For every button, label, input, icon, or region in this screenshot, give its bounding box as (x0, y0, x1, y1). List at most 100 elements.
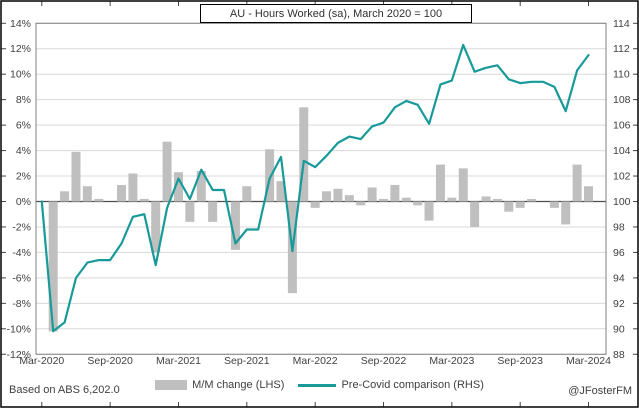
svg-text:100: 100 (613, 196, 631, 208)
plot-frame (35, 22, 607, 355)
bar-Dec-2023 (549, 201, 559, 208)
svg-text:6%: 6% (16, 120, 31, 132)
bar-Oct-2022 (390, 184, 400, 202)
svg-text:12%: 12% (10, 43, 31, 55)
svg-text:-12%: -12% (6, 349, 31, 361)
bar-Feb-2021 (162, 141, 172, 202)
bar-Jul-2022 (356, 201, 366, 206)
svg-text:110: 110 (613, 69, 630, 81)
bar-Nov-2022 (401, 197, 411, 202)
svg-text:Mar-2024: Mar-2024 (566, 355, 611, 367)
line-series-swatch (298, 383, 337, 387)
chart-title: AU - Hours Worked (sa), March 2020 = 100 (229, 7, 443, 20)
bar-Apr-2023 (458, 168, 468, 202)
svg-text:90: 90 (613, 323, 625, 335)
svg-text:-6%: -6% (12, 272, 31, 284)
bar-Mar-2022 (310, 201, 320, 208)
bar-May-2022 (333, 188, 343, 202)
bar-Aug-2023 (504, 201, 514, 212)
svg-text:2%: 2% (16, 171, 31, 183)
bar-Jun-2021 (208, 201, 218, 222)
svg-text:0%: 0% (16, 196, 31, 208)
left-axis-labels: 14% 12% 10% 8% 6% 4% 2% 0% -2% -4% -6% -8% -10% -12% (6, 18, 31, 361)
svg-text:88: 88 (613, 349, 625, 361)
svg-text:98: 98 (613, 221, 625, 233)
right-axis-labels: 114 112 110 108 106 104 102 100 98 96 94 92 90 88 (613, 18, 631, 361)
svg-text:10%: 10% (10, 69, 31, 81)
bar-Jul-2023 (492, 198, 502, 202)
bar-Sep-2022 (379, 198, 388, 202)
bar-Jan-2024 (561, 201, 571, 225)
source-note: Based on ABS 6,202.0 (9, 384, 120, 396)
chart-title-box: AU - Hours Worked (sa), March 2020 = 100 (200, 4, 472, 23)
bar-Sep-2021 (242, 186, 252, 202)
bar-May-2023 (470, 201, 480, 227)
svg-text:114: 114 (613, 18, 630, 30)
bar-Jun-2022 (344, 195, 354, 202)
bar-Apr-2021 (185, 201, 195, 222)
svg-text:Sep-2022: Sep-2022 (361, 355, 407, 367)
bar-Dec-2022 (413, 201, 423, 206)
bar-Mar-2023 (447, 197, 457, 202)
bar-Dec-2020 (139, 198, 149, 202)
bar-Feb-2023 (435, 164, 445, 202)
bar-Aug-2022 (367, 187, 377, 202)
svg-text:Mar-2021: Mar-2021 (156, 355, 201, 367)
bar-Apr-2022 (322, 191, 332, 202)
chart-legend: M/M change (LHS) Pre-Covid comparison (R… (0, 377, 639, 393)
svg-text:104: 104 (613, 145, 631, 157)
line-series-pre-covid (40, 43, 590, 333)
author-credit: @JFosterFM (568, 385, 632, 397)
svg-text:Sep-2021: Sep-2021 (224, 355, 270, 367)
svg-text:112: 112 (613, 43, 630, 55)
bar-Feb-2022 (299, 107, 309, 202)
bar-Jun-2020 (71, 151, 81, 202)
svg-text:94: 94 (613, 272, 625, 284)
svg-text:Mar-2022: Mar-2022 (293, 355, 338, 367)
bar-series-swatch (155, 380, 188, 390)
svg-text:4%: 4% (16, 145, 31, 157)
svg-text:Sep-2023: Sep-2023 (497, 355, 543, 367)
bar-Jan-2021 (151, 201, 161, 253)
svg-text:106: 106 (613, 120, 631, 132)
svg-text:14%: 14% (10, 18, 31, 30)
x-axis-labels: Mar-2020 Sep-2020 Mar-2021 Sep-2021 Mar-2022… (19, 355, 611, 367)
svg-text:-2%: -2% (12, 221, 31, 233)
legend-label-mm-change: M/M change (LHS) (192, 379, 285, 391)
bar-Apr-2020 (48, 201, 58, 332)
svg-text:-10%: -10% (6, 323, 31, 335)
svg-text:102: 102 (613, 171, 631, 183)
svg-text:8%: 8% (16, 94, 31, 106)
bar-Feb-2024 (572, 164, 582, 202)
bar-May-2020 (60, 191, 70, 202)
bar-Dec-2021 (276, 181, 286, 202)
svg-text:Mar-2023: Mar-2023 (429, 355, 474, 367)
svg-text:-8%: -8% (12, 298, 31, 310)
legend-item-mm-change: M/M change (LHS) (155, 379, 284, 391)
legend-label-pre-covid: Pre-Covid comparison (RHS) (341, 379, 484, 391)
bar-Oct-2020 (117, 184, 127, 202)
svg-text:-4%: -4% (12, 247, 31, 259)
bar-Sep-2023 (515, 201, 525, 208)
svg-text:92: 92 (613, 298, 625, 310)
bar-Mar-2024 (584, 186, 594, 202)
bar-Jul-2020 (82, 186, 92, 202)
svg-text:96: 96 (613, 247, 625, 259)
bar-May-2021 (196, 170, 206, 202)
bar-Jan-2023 (424, 201, 434, 221)
bar-Aug-2020 (94, 198, 104, 202)
svg-text:Sep-2020: Sep-2020 (87, 355, 133, 367)
bar-Jun-2023 (481, 196, 491, 202)
bar-Oct-2023 (527, 198, 537, 202)
bar-Nov-2021 (265, 149, 275, 202)
bar-series-mm-change (48, 107, 594, 332)
legend-item-pre-covid: Pre-Covid comparison (RHS) (298, 379, 484, 391)
svg-text:108: 108 (613, 94, 631, 106)
bar-Mar-2021 (173, 172, 183, 202)
bar-Nov-2020 (128, 173, 138, 202)
